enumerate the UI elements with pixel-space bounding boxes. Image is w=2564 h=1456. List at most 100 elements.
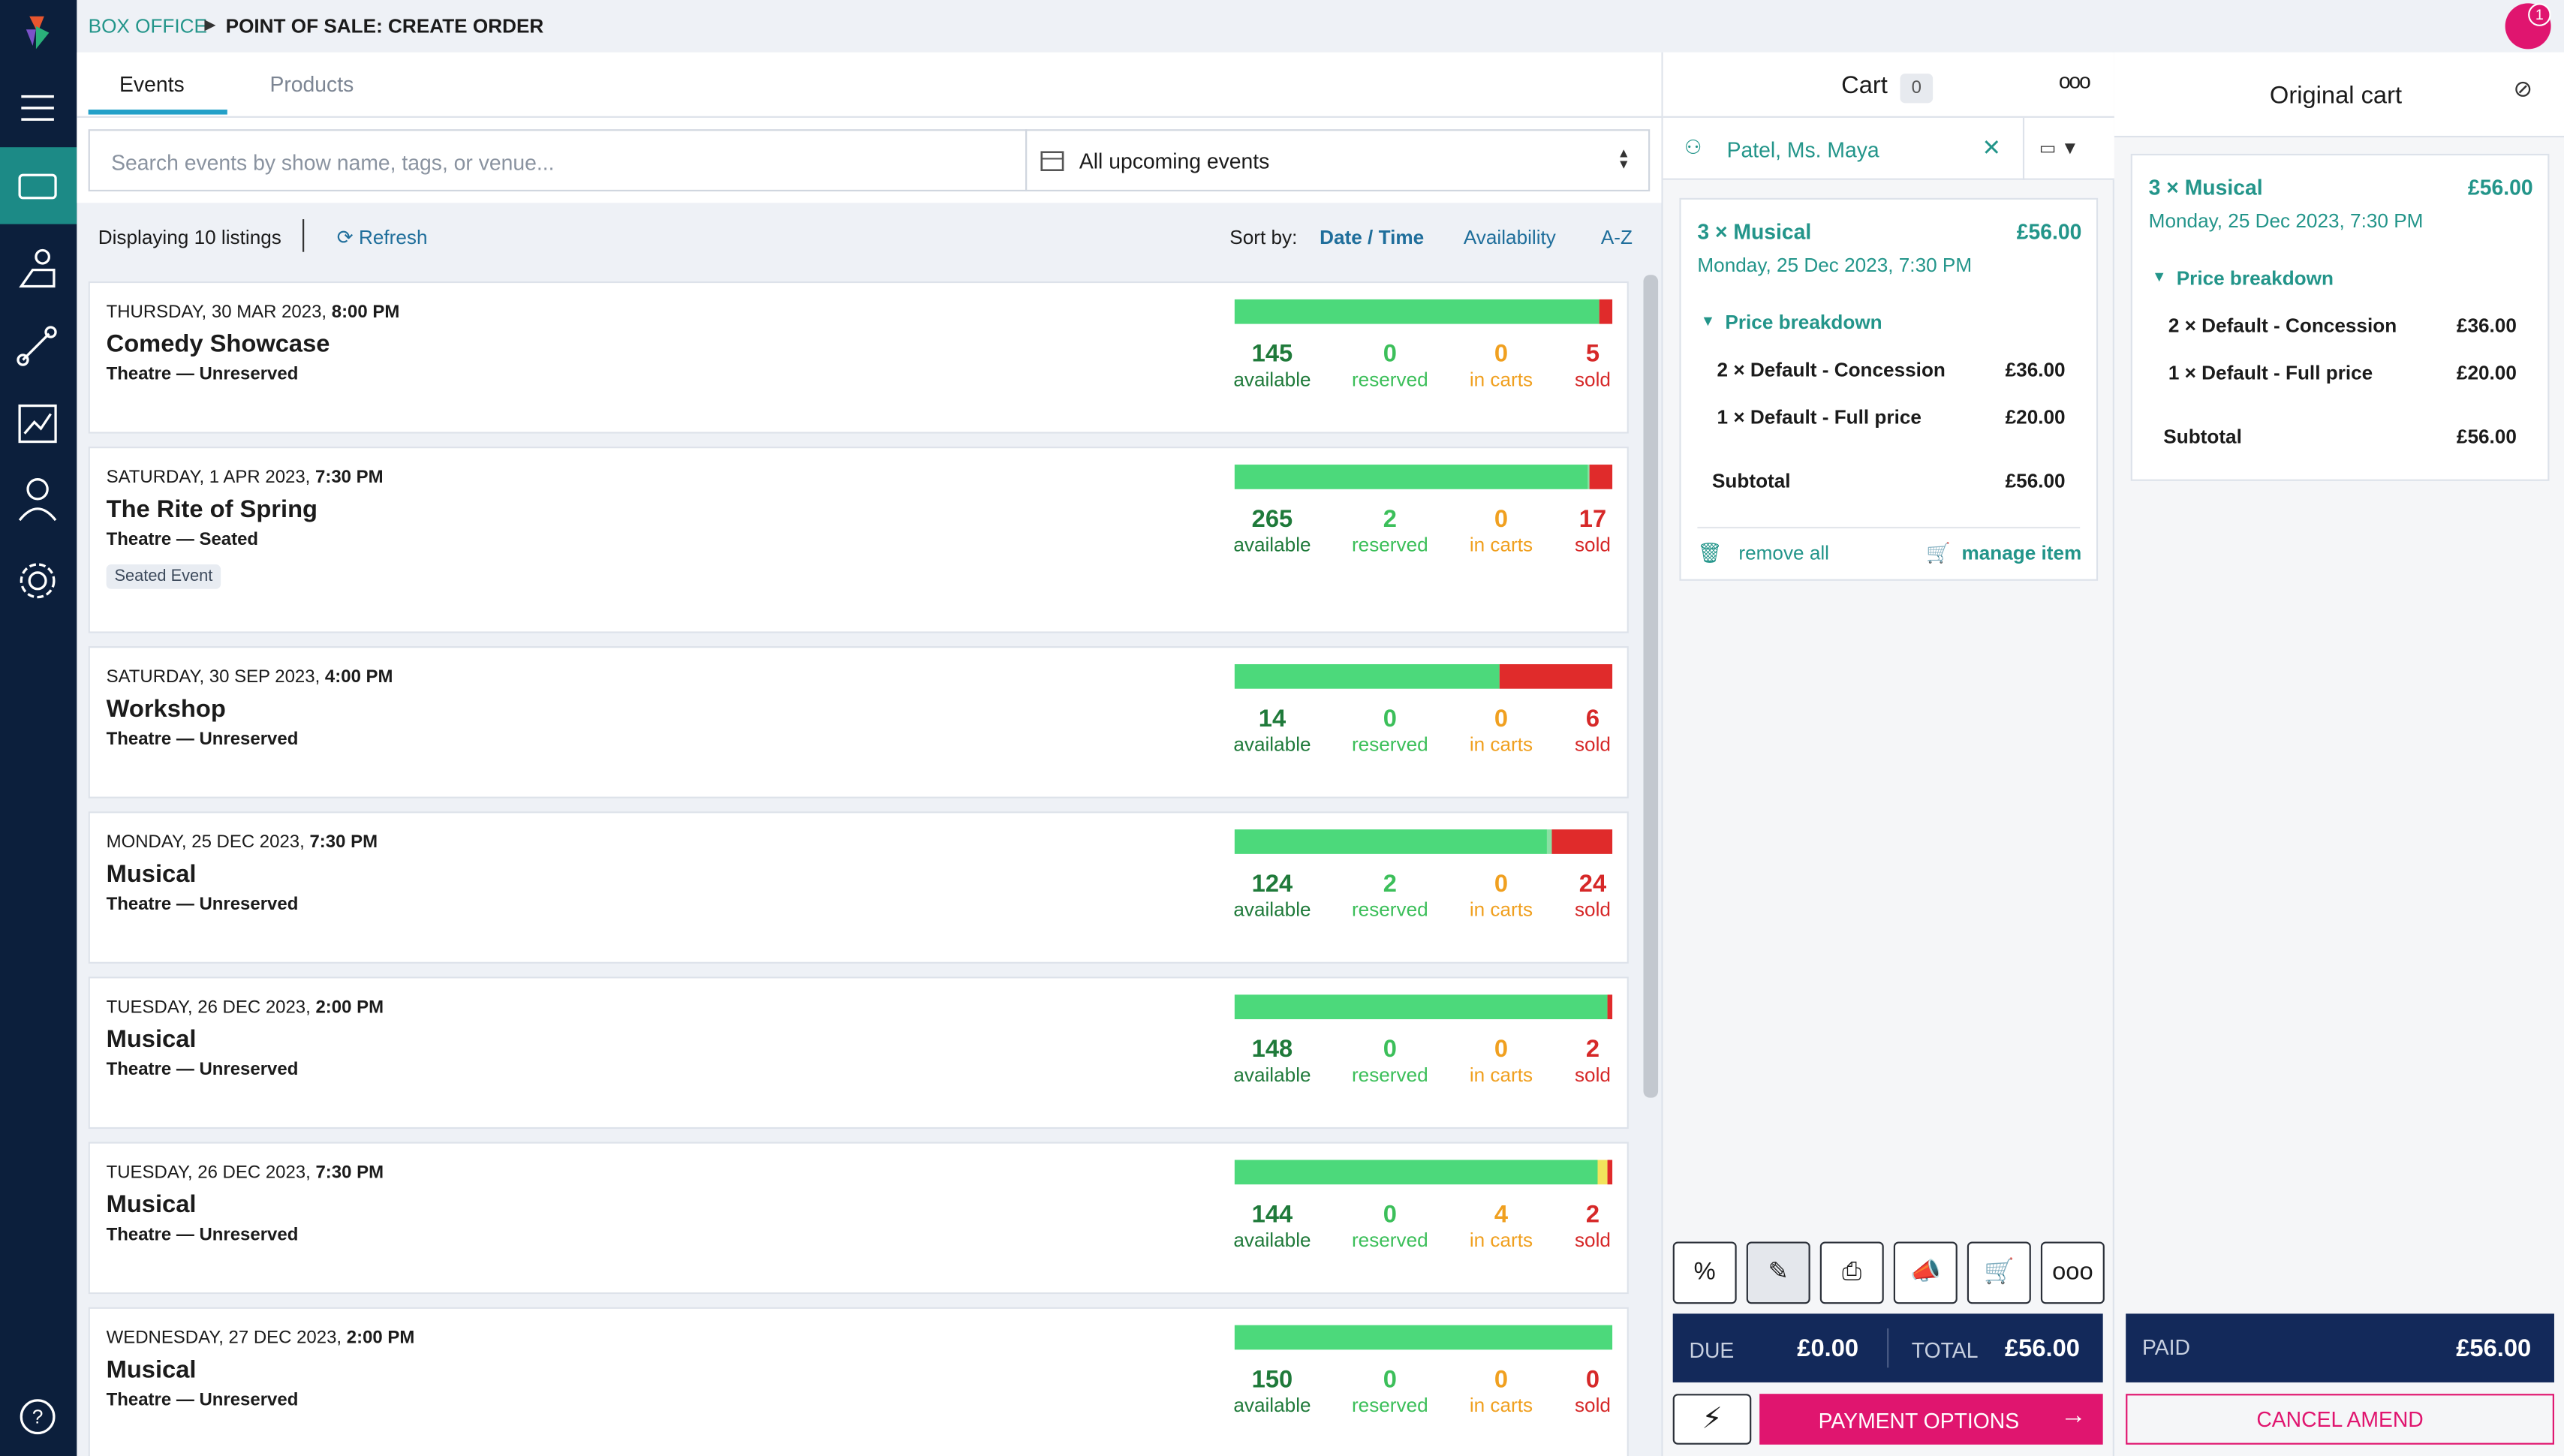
event-card[interactable]: TUESDAY, 26 DEC 2023, 7:30 PM Musical Thea… (88, 1142, 1629, 1295)
tab-products[interactable]: Products (269, 71, 354, 97)
divider (302, 219, 305, 252)
stat-value: 0 (1494, 1035, 1509, 1063)
event-card[interactable]: SATURDAY, 30 SEP 2023, 4:00 PM Workshop Th… (88, 646, 1629, 799)
cart-tool-button[interactable]: ooo (2040, 1241, 2105, 1304)
cart-tool-button[interactable]: ✎ (1746, 1241, 1810, 1304)
event-venue: Theatre — Unreserved (106, 365, 299, 385)
quick-pay[interactable]: ⚡ (1672, 1394, 1752, 1445)
event-time: 7:30 PM (315, 468, 384, 488)
divider (1887, 1328, 1889, 1368)
event-venue: Theatre — Seated (106, 530, 259, 550)
breakdown-label[interactable]: Price breakdown (2176, 266, 2334, 290)
stat-label: in carts (1469, 533, 1533, 557)
stat-label: available (1233, 733, 1311, 757)
event-name: Musical (106, 1025, 197, 1054)
event-time: 7:30 PM (315, 1163, 384, 1183)
event-day: MONDAY, 25 DEC 2023, (106, 832, 305, 853)
stat-value: 14 (1258, 705, 1287, 733)
notification-badge: 1 (2528, 3, 2551, 26)
payment-options-button[interactable]: PAYMENT OPTIONS → (1759, 1394, 2103, 1445)
search-input[interactable]: Search events by show name, tags, or ven… (88, 129, 1028, 192)
event-name: Musical (106, 860, 197, 889)
stat-value: 150 (1251, 1366, 1293, 1394)
arrow-icon: → (2060, 1402, 2087, 1430)
breakdown-label[interactable]: Price breakdown (1725, 311, 1882, 334)
event-card[interactable]: MONDAY, 25 DEC 2023, 7:30 PM Musical Theat… (88, 811, 1629, 964)
stat-label: sold (1574, 1229, 1611, 1252)
stat-label: reserved (1351, 1394, 1428, 1417)
refresh-button[interactable]: ⟳ Refresh (337, 226, 428, 249)
event-time: 2:00 PM (315, 997, 384, 1018)
stat-label: available (1233, 368, 1311, 391)
availability-segment (1234, 1160, 1597, 1185)
breadcrumb-section[interactable]: BOX OFFICE (88, 14, 208, 38)
event-card[interactable]: WEDNESDAY, 27 DEC 2023, 2:00 PM Musical Th… (88, 1307, 1629, 1456)
stat-value: 0 (1383, 1366, 1397, 1394)
stat-value: 4 (1494, 1200, 1509, 1229)
calendar-icon (1040, 151, 1064, 172)
event-venue: Theatre — Unreserved (106, 1060, 299, 1080)
event-date: TUESDAY, 26 DEC 2023, 7:30 PM (107, 1163, 384, 1183)
event-venue: Theatre — Unreserved (106, 730, 299, 750)
breadcrumb-arrow: ▶ (204, 16, 216, 33)
sort-az[interactable]: A-Z (1600, 225, 1633, 249)
cart-tool-button[interactable]: 📣 (1893, 1241, 1958, 1304)
event-date: WEDNESDAY, 27 DEC 2023, 2:00 PM (107, 1328, 415, 1348)
cart-tools: % ✎ ⎙ 📣 🛒 ooo (1672, 1241, 2105, 1304)
breakdown-toggle[interactable]: ▼ (2152, 268, 2167, 285)
cart-tool-button[interactable]: 🛒 (1967, 1241, 2031, 1304)
ticket-dropdown[interactable]: ▭ ▼ (2039, 139, 2079, 159)
svg-text:?: ? (32, 1405, 44, 1427)
cancel-amend-button[interactable]: CANCEL AMEND (2126, 1394, 2554, 1445)
remove-all-label: remove all (1738, 541, 1830, 565)
date-filter[interactable]: All upcoming events (1025, 129, 1651, 192)
manage-item-label: manage item (1961, 541, 2082, 565)
cart-tool-button[interactable]: ⎙ (1819, 1241, 1884, 1304)
event-time: 8:00 PM (331, 302, 400, 323)
due-label: DUE (1689, 1338, 1735, 1363)
stat-value: 5 (1585, 340, 1600, 369)
original-cart-title: Original cart (2269, 81, 2403, 110)
availability-segment (1546, 829, 1552, 854)
event-card[interactable]: SATURDAY, 1 APR 2023, 7:30 PM The Rite of… (88, 447, 1629, 633)
tab-events[interactable]: Events (119, 71, 185, 97)
sort-availability[interactable]: Availability (1463, 225, 1556, 249)
total-label: TOTAL (1911, 1338, 1979, 1363)
refresh-icon: ⟳ (336, 225, 359, 249)
stat-value: 265 (1251, 505, 1293, 534)
breakdown-toggle[interactable]: ▼ (1700, 312, 1716, 329)
sort-date[interactable]: Date / Time (1320, 225, 1425, 249)
clear-customer[interactable]: ✕ (1982, 134, 2002, 161)
event-venue: Theatre — Unreserved (106, 1390, 299, 1410)
stat-value: 0 (1383, 1200, 1397, 1229)
event-name: Musical (106, 1356, 197, 1385)
hide-icon[interactable]: ⊘ (2513, 75, 2533, 102)
stat-label: reserved (1351, 533, 1428, 557)
stat-value: 2 (1383, 870, 1397, 898)
cart-menu[interactable]: ooo (2058, 68, 2091, 94)
stat-label: reserved (1351, 1063, 1428, 1087)
event-card[interactable]: TUESDAY, 26 DEC 2023, 2:00 PM Musical Thea… (88, 976, 1629, 1130)
due-bar: DUE £0.00 TOTAL £56.00 (1672, 1313, 2103, 1382)
event-card[interactable]: THURSDAY, 30 MAR 2023, 8:00 PM Comedy Sho… (88, 281, 1629, 434)
event-time: 4:00 PM (324, 667, 393, 687)
manage-item[interactable]: 🛒 manage item (1926, 541, 2082, 565)
original-cart-item: 3 × Musical £56.00 Monday, 25 Dec 2023, 7:… (2130, 153, 2550, 481)
total-value: £56.00 (2004, 1334, 2080, 1363)
customer-name[interactable]: Patel, Ms. Maya (1726, 137, 1879, 162)
top-bar (77, 0, 2564, 53)
stat-label: in carts (1469, 1063, 1533, 1087)
stat-label: available (1233, 1394, 1311, 1417)
stat-value: 17 (1578, 505, 1607, 534)
subtotal-label: Subtotal (1711, 469, 1791, 493)
customer-icon: ⚇ (1684, 135, 1702, 159)
breakdown-price: £20.00 (2456, 361, 2517, 385)
stat-label: available (1233, 898, 1311, 922)
availability-segment (1234, 1325, 1613, 1350)
remove-all[interactable]: 🗑 remove all (1697, 541, 1830, 565)
availability-segment (1596, 1160, 1608, 1185)
active-tab-indicator (88, 110, 227, 115)
cart-tool-button[interactable]: % (1672, 1241, 1737, 1304)
item-date: Monday, 25 Dec 2023, 7:30 PM (1697, 253, 1973, 277)
